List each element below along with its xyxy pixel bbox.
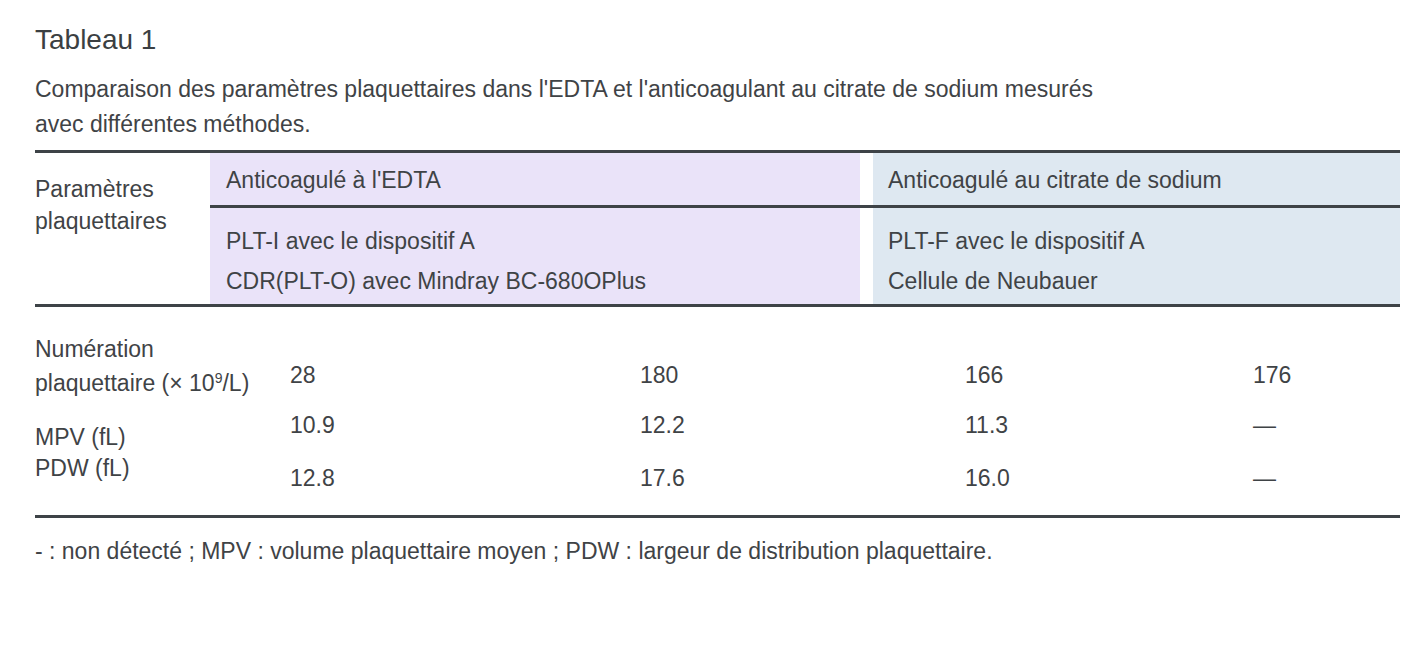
value-pdw-edta-plti: 12.8 — [290, 465, 335, 492]
row-label-pdw: PDW (fL) — [35, 455, 130, 482]
table-footnote: - : non détecté ; MPV : volume plaquetta… — [35, 538, 993, 565]
group-header-citrate: Anticoagulé au citrate de sodium — [888, 167, 1222, 194]
row-label-numeration-exponent: 9 — [215, 370, 223, 386]
value-plt-citrate-neubauer: 176 — [1253, 362, 1291, 389]
value-plt-edta-plti: 28 — [290, 362, 316, 389]
citrate-method-1: PLT-F avec le dispositif A — [888, 228, 1145, 255]
row-label-numeration-line-1: Numération — [35, 336, 154, 363]
row-label-numeration-unit-post: /L) — [222, 370, 249, 396]
value-mpv-edta-cdr: 12.2 — [640, 412, 685, 439]
header-divider-rule — [210, 205, 1400, 208]
value-pdw-citrate-pltf: 16.0 — [965, 465, 1010, 492]
value-mpv-edta-plti: 10.9 — [290, 412, 335, 439]
table-title: Tableau 1 — [35, 24, 156, 56]
row-label-numeration-unit-pre: plaquettaire (× 10 — [35, 370, 215, 396]
row-label-mpv: MPV (fL) — [35, 424, 126, 451]
row-label-numeration-line-2: plaquettaire (× 109/L) — [35, 370, 249, 397]
edta-method-1: PLT-I avec le dispositif A — [226, 228, 475, 255]
caption-line-1: Comparaison des paramètres plaquettaires… — [35, 72, 1093, 107]
stub-header-line-2: plaquettaires — [35, 208, 167, 235]
value-plt-citrate-pltf: 166 — [965, 362, 1003, 389]
table-caption: Comparaison des paramètres plaquettaires… — [35, 72, 1093, 142]
value-mpv-citrate-pltf: 11.3 — [965, 412, 1008, 439]
value-mpv-citrate-neubauer: — — [1253, 412, 1276, 439]
header-bottom-rule — [35, 304, 1400, 307]
stub-header-line-1: Paramètres — [35, 176, 154, 203]
value-pdw-citrate-neubauer: — — [1253, 465, 1276, 492]
group-header-edta: Anticoagulé à l'EDTA — [226, 167, 441, 194]
citrate-method-2: Cellule de Neubauer — [888, 268, 1098, 295]
value-plt-edta-cdr: 180 — [640, 362, 678, 389]
caption-line-2: avec différentes méthodes. — [35, 107, 1093, 142]
value-pdw-edta-cdr: 17.6 — [640, 465, 685, 492]
edta-method-2: CDR(PLT-O) avec Mindray BC-680OPlus — [226, 268, 646, 295]
table-bottom-rule — [35, 515, 1400, 518]
article-page: Tableau 1 Comparaison des paramètres pla… — [0, 0, 1416, 659]
